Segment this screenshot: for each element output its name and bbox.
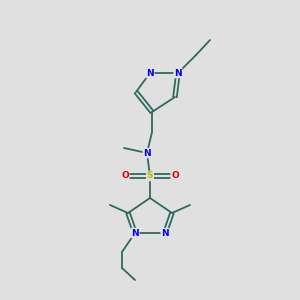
Text: S: S <box>147 172 153 181</box>
Text: N: N <box>174 68 182 77</box>
Text: O: O <box>121 172 129 181</box>
Text: N: N <box>161 229 169 238</box>
Text: N: N <box>143 148 151 158</box>
Text: N: N <box>146 68 154 77</box>
Text: O: O <box>171 172 179 181</box>
Text: N: N <box>131 229 139 238</box>
